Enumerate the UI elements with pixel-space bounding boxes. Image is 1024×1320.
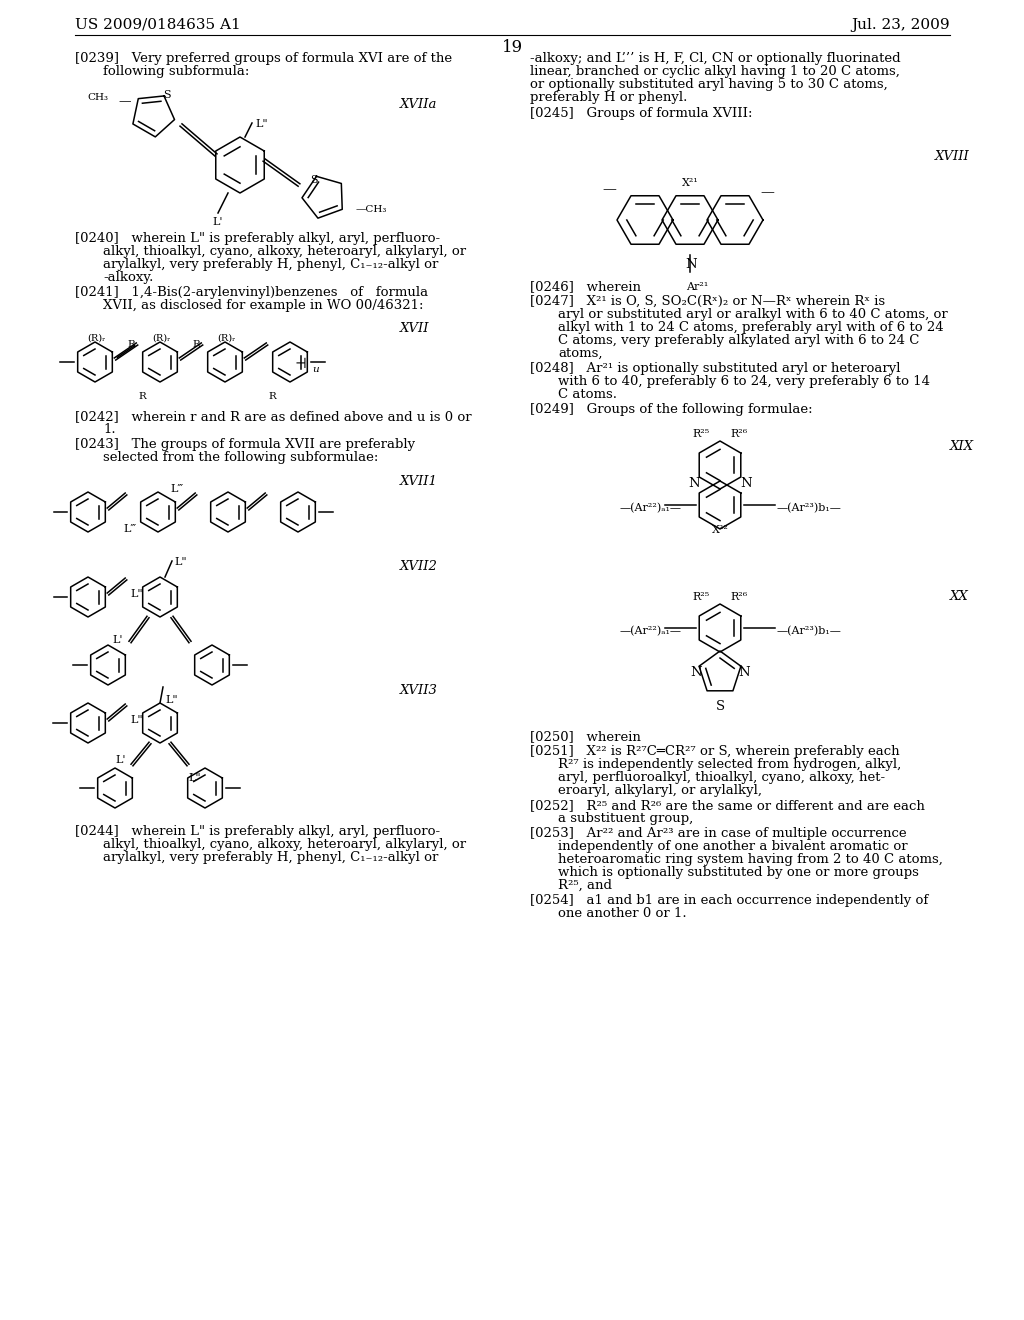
Text: Jul. 23, 2009: Jul. 23, 2009 <box>851 18 950 32</box>
Text: R: R <box>127 341 135 348</box>
Text: L": L" <box>165 696 177 705</box>
Text: selected from the following subformulae:: selected from the following subformulae: <box>103 451 379 465</box>
Text: eroaryl, alkylaryl, or arylalkyl,: eroaryl, alkylaryl, or arylalkyl, <box>558 784 762 797</box>
Text: [0252]   R²⁵ and R²⁶ are the same or different and are each: [0252] R²⁵ and R²⁶ are the same or diffe… <box>530 799 925 812</box>
Text: —CH₃: —CH₃ <box>356 205 387 214</box>
Text: [0253]   Ar²² and Ar²³ are in case of multiple occurrence: [0253] Ar²² and Ar²³ are in case of mult… <box>530 828 906 840</box>
Text: alkyl, thioalkyl, cyano, alkoxy, heteroaryl, alkylaryl, or: alkyl, thioalkyl, cyano, alkoxy, heteroa… <box>103 246 466 257</box>
Text: —: — <box>602 182 615 195</box>
Text: L": L" <box>255 119 267 129</box>
Text: X²²: X²² <box>712 525 729 535</box>
Text: u: u <box>312 366 318 374</box>
Text: XIX: XIX <box>950 440 974 453</box>
Text: arylalkyl, very preferably H, phenyl, C₁₋₁₂-alkyl or: arylalkyl, very preferably H, phenyl, C₁… <box>103 851 438 865</box>
Text: X²¹: X²¹ <box>682 178 698 187</box>
Text: R²⁵: R²⁵ <box>692 591 710 602</box>
Text: alkyl with 1 to 24 C atoms, preferably aryl with of 6 to 24: alkyl with 1 to 24 C atoms, preferably a… <box>558 321 944 334</box>
Text: [0247]   X²¹ is O, S, SO₂C(Rˣ)₂ or N—Rˣ wherein Rˣ is: [0247] X²¹ is O, S, SO₂C(Rˣ)₂ or N—Rˣ wh… <box>530 294 885 308</box>
Text: C atoms.: C atoms. <box>558 388 617 401</box>
Text: R²⁶: R²⁶ <box>730 429 748 440</box>
Text: L‴: L‴ <box>123 524 136 535</box>
Text: N: N <box>685 257 696 271</box>
Text: R: R <box>268 392 275 401</box>
Text: CH₃: CH₃ <box>87 92 108 102</box>
Text: XX: XX <box>950 590 969 603</box>
Text: —(Ar²³)b₁—: —(Ar²³)b₁— <box>777 503 842 513</box>
Text: S: S <box>716 700 725 713</box>
Text: aryl, perfluoroalkyl, thioalkyl, cyano, alkoxy, het-: aryl, perfluoroalkyl, thioalkyl, cyano, … <box>558 771 885 784</box>
Text: R: R <box>138 392 145 401</box>
Text: XVII2: XVII2 <box>400 560 438 573</box>
Text: a substituent group,: a substituent group, <box>558 812 693 825</box>
Text: linear, branched or cyclic alkyl having 1 to 20 C atoms,: linear, branched or cyclic alkyl having … <box>530 65 900 78</box>
Text: L": L" <box>188 774 201 783</box>
Text: [0245]   Groups of formula XVIII:: [0245] Groups of formula XVIII: <box>530 107 753 120</box>
Text: R²⁶: R²⁶ <box>730 591 748 602</box>
Text: (R)ᵣ: (R)ᵣ <box>87 334 105 343</box>
Text: -alkoxy; and L’’’ is H, F, Cl, CN or optionally fluorinated: -alkoxy; and L’’’ is H, F, Cl, CN or opt… <box>530 51 901 65</box>
Text: R: R <box>193 341 200 348</box>
Text: XVIII: XVIII <box>935 150 970 162</box>
Text: [0254]   a1 and b1 are in each occurrence independently of: [0254] a1 and b1 are in each occurrence … <box>530 894 928 907</box>
Text: US 2009/0184635 A1: US 2009/0184635 A1 <box>75 18 241 32</box>
Text: [0250]   wherein: [0250] wherein <box>530 730 641 743</box>
Text: one another 0 or 1.: one another 0 or 1. <box>558 907 687 920</box>
Text: N: N <box>738 667 750 678</box>
Text: L": L" <box>130 589 142 599</box>
Text: R²⁷ is independently selected from hydrogen, alkyl,: R²⁷ is independently selected from hydro… <box>558 758 901 771</box>
Text: XVII3: XVII3 <box>400 684 438 697</box>
Text: -alkoxy.: -alkoxy. <box>103 271 154 284</box>
Text: L": L" <box>130 715 142 725</box>
Text: or optionally substituted aryl having 5 to 30 C atoms,: or optionally substituted aryl having 5 … <box>530 78 888 91</box>
Text: arylalkyl, very preferably H, phenyl, C₁₋₁₂-alkyl or: arylalkyl, very preferably H, phenyl, C₁… <box>103 257 438 271</box>
Text: —: — <box>118 95 130 108</box>
Text: Ar²¹: Ar²¹ <box>686 282 709 292</box>
Text: which is optionally substituted by one or more groups: which is optionally substituted by one o… <box>558 866 919 879</box>
Text: —: — <box>760 185 774 199</box>
Text: —(Ar²²)ₐ₁—: —(Ar²²)ₐ₁— <box>620 503 682 513</box>
Text: alkyl, thioalkyl, cyano, alkoxy, heteroaryl, alkylaryl, or: alkyl, thioalkyl, cyano, alkoxy, heteroa… <box>103 838 466 851</box>
Text: —(Ar²²)ₐ₁—: —(Ar²²)ₐ₁— <box>620 626 682 636</box>
Text: atoms,: atoms, <box>558 347 602 360</box>
Text: N: N <box>690 667 701 678</box>
Text: XVII1: XVII1 <box>400 475 438 488</box>
Text: [0246]   wherein: [0246] wherein <box>530 280 641 293</box>
Text: L': L' <box>115 755 126 766</box>
Text: 19: 19 <box>502 40 522 55</box>
Text: 1.: 1. <box>103 422 116 436</box>
Text: [0249]   Groups of the following formulae:: [0249] Groups of the following formulae: <box>530 403 813 416</box>
Text: preferably H or phenyl.: preferably H or phenyl. <box>530 91 687 104</box>
Text: S: S <box>163 90 171 100</box>
Text: L': L' <box>212 216 222 227</box>
Text: —(Ar²³)b₁—: —(Ar²³)b₁— <box>777 626 842 636</box>
Text: [0251]   X²² is R²⁷C═CR²⁷ or S, wherein preferably each: [0251] X²² is R²⁷C═CR²⁷ or S, wherein pr… <box>530 744 900 758</box>
Text: (R)ᵣ: (R)ᵣ <box>152 334 171 343</box>
Text: [0243]   The groups of formula XVII are preferably: [0243] The groups of formula XVII are pr… <box>75 438 415 451</box>
Text: [0241]   1,4-Bis(2-arylenvinyl)benzenes   of   formula: [0241] 1,4-Bis(2-arylenvinyl)benzenes of… <box>75 286 428 300</box>
Text: XVII, as disclosed for example in WO 00/46321:: XVII, as disclosed for example in WO 00/… <box>103 300 424 312</box>
Text: [0248]   Ar²¹ is optionally substituted aryl or heteroaryl: [0248] Ar²¹ is optionally substituted ar… <box>530 362 900 375</box>
Text: C atoms, very preferably alkylated aryl with 6 to 24 C: C atoms, very preferably alkylated aryl … <box>558 334 920 347</box>
Text: S: S <box>310 176 317 185</box>
Text: [0240]   wherein L" is preferably alkyl, aryl, perfluoro-: [0240] wherein L" is preferably alkyl, a… <box>75 232 440 246</box>
Text: XVII: XVII <box>400 322 429 335</box>
Text: heteroaromatic ring system having from 2 to 40 C atoms,: heteroaromatic ring system having from 2… <box>558 853 943 866</box>
Text: [0242]   wherein r and R are as defined above and u is 0 or: [0242] wherein r and R are as defined ab… <box>75 411 472 422</box>
Text: L‴: L‴ <box>170 484 183 494</box>
Text: aryl or substituted aryl or aralkyl with 6 to 40 C atoms, or: aryl or substituted aryl or aralkyl with… <box>558 308 948 321</box>
Text: independently of one another a bivalent aromatic or: independently of one another a bivalent … <box>558 840 907 853</box>
Text: L": L" <box>174 557 186 568</box>
Text: L': L' <box>112 635 123 645</box>
Text: [0239]   Very preferred groups of formula XVI are of the: [0239] Very preferred groups of formula … <box>75 51 453 65</box>
Text: [0244]   wherein L" is preferably alkyl, aryl, perfluoro-: [0244] wherein L" is preferably alkyl, a… <box>75 825 440 838</box>
Text: R²⁵, and: R²⁵, and <box>558 879 612 892</box>
Text: N: N <box>740 477 752 490</box>
Text: following subformula:: following subformula: <box>103 65 250 78</box>
Text: with 6 to 40, preferably 6 to 24, very preferably 6 to 14: with 6 to 40, preferably 6 to 24, very p… <box>558 375 930 388</box>
Text: (R)ᵣ: (R)ᵣ <box>217 334 236 343</box>
Text: N: N <box>688 477 699 490</box>
Text: R²⁵: R²⁵ <box>692 429 710 440</box>
Text: XVIIa: XVIIa <box>400 98 437 111</box>
Text: ⊣: ⊣ <box>295 356 307 371</box>
